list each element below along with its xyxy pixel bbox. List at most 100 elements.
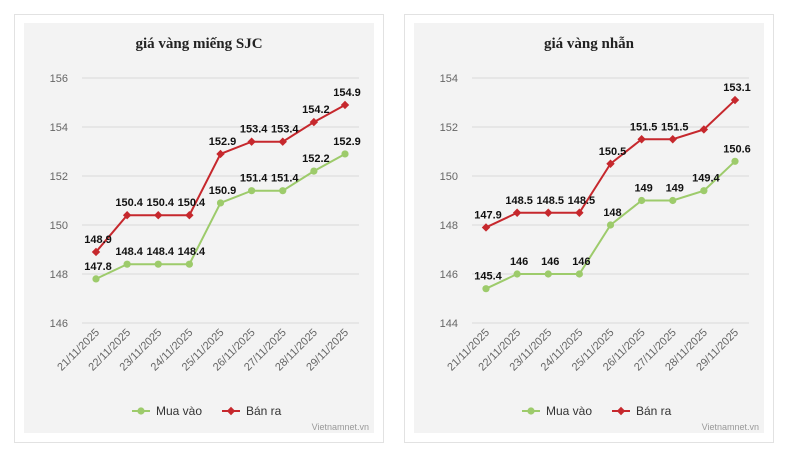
- y-tick-label: 148: [50, 269, 68, 281]
- data-point: [91, 247, 101, 257]
- data-point: [278, 137, 287, 146]
- y-tick-label: 150: [440, 171, 458, 183]
- data-point: [154, 211, 163, 220]
- data-label: 149: [666, 183, 684, 195]
- legend-label: Mua vào: [156, 404, 202, 418]
- data-label: 148: [603, 207, 621, 219]
- data-point: [730, 95, 740, 105]
- data-label: 148.4: [178, 246, 206, 258]
- data-point: [513, 270, 521, 278]
- data-label: 148.5: [536, 195, 564, 207]
- y-tick-label: 144: [440, 318, 458, 330]
- y-tick-label: 152: [50, 171, 68, 183]
- legend-label: Mua vào: [546, 404, 592, 418]
- data-label: 150.9: [209, 185, 237, 197]
- data-point: [575, 208, 584, 217]
- data-point: [668, 135, 677, 144]
- data-label: 148.5: [505, 195, 533, 207]
- data-point: [122, 211, 132, 220]
- data-label: 146: [541, 256, 559, 268]
- series-line: [95, 153, 346, 280]
- data-point: [248, 187, 256, 195]
- data-point: [185, 211, 194, 220]
- data-point: [216, 149, 225, 159]
- data-point: [279, 187, 287, 195]
- data-point: [310, 167, 318, 175]
- legend-marker: [137, 407, 145, 415]
- data-label: 148.4: [115, 246, 143, 258]
- data-point: [154, 260, 162, 268]
- data-label: 147.9: [474, 209, 502, 221]
- data-label: 150.4: [178, 197, 206, 209]
- data-point: [309, 117, 319, 127]
- chart-title: giá vàng miếng SJC: [135, 36, 262, 52]
- data-label: 146: [572, 256, 590, 268]
- data-point: [637, 135, 646, 144]
- data-label: 151.4: [240, 173, 268, 185]
- legend-marker: [226, 406, 236, 416]
- y-tick-label: 154: [440, 73, 458, 85]
- data-label: 153.4: [240, 124, 268, 136]
- data-label: 151.5: [630, 121, 658, 133]
- data-point: [731, 157, 739, 165]
- chart-title: giá vàng nhẫn: [544, 36, 635, 52]
- data-label: 146: [510, 256, 528, 268]
- data-label: 152.9: [209, 136, 237, 148]
- data-point: [185, 260, 193, 268]
- data-point: [575, 270, 583, 278]
- chart-ring-gold: giá vàng nhẫn14414614815015215421/11/202…: [440, 36, 759, 432]
- data-point: [482, 285, 490, 293]
- data-label: 150.4: [146, 197, 174, 209]
- data-label: 149.4: [692, 173, 720, 185]
- chart-sjc: giá vàng miếng SJC14614815015215415621/1…: [50, 36, 369, 432]
- credit-text: Vietnamnet.vn: [702, 422, 759, 432]
- data-point: [700, 187, 708, 195]
- data-label: 154.2: [302, 104, 330, 116]
- chart-panel-ring: giá vàng nhẫn 144 146 148 150 152 154 21/11/202…: [404, 14, 774, 443]
- y-tick-label: 146: [50, 318, 68, 330]
- data-point: [544, 270, 552, 278]
- legend-marker: [616, 406, 626, 416]
- legend-marker: [527, 407, 535, 415]
- data-label: 148.5: [568, 195, 596, 207]
- data-point: [544, 208, 553, 217]
- data-point: [247, 137, 256, 146]
- chart-plot-area: giá vàng nhẫn 144 146 148 150 152 154 21/11/202…: [414, 23, 764, 433]
- chart-panel-sjc: giá vàng miếng SJC 146 148 150 152 154 156 21/1…: [14, 14, 384, 443]
- data-label: 150.5: [599, 146, 627, 158]
- credit-text: Vietnamnet.vn: [312, 422, 369, 432]
- y-tick-label: 150: [50, 220, 68, 232]
- data-label: 151.5: [661, 121, 689, 133]
- y-tick-label: 154: [50, 122, 68, 134]
- data-label: 152.9: [333, 136, 361, 148]
- data-point: [638, 196, 646, 205]
- y-tick-label: 146: [440, 269, 458, 281]
- data-point: [123, 260, 131, 268]
- data-point: [340, 100, 350, 110]
- data-point: [699, 125, 709, 134]
- data-label: 150.6: [723, 143, 751, 155]
- data-point: [341, 150, 349, 158]
- legend-label: Bán ra: [246, 404, 282, 418]
- data-label: 154.9: [333, 87, 361, 99]
- data-label: 150.4: [115, 197, 143, 209]
- data-point: [606, 221, 615, 229]
- data-point: [669, 196, 677, 205]
- data-label: 148.9: [84, 234, 112, 246]
- data-point: [216, 199, 225, 207]
- data-point: [512, 208, 522, 217]
- data-label: 149: [634, 183, 652, 195]
- data-label: 148.4: [146, 246, 174, 258]
- y-tick-label: 148: [440, 220, 458, 232]
- data-label: 151.4: [271, 173, 299, 185]
- legend-label: Bán ra: [636, 404, 672, 418]
- data-point: [481, 223, 491, 232]
- data-label: 145.4: [474, 271, 502, 283]
- data-label: 147.8: [84, 261, 112, 273]
- data-point: [606, 159, 615, 168]
- chart-plot-area: giá vàng miếng SJC 146 148 150 152 154 156 21/1…: [24, 23, 374, 433]
- data-label: 153.4: [271, 124, 299, 136]
- y-tick-label: 152: [440, 122, 458, 134]
- data-label: 153.1: [723, 82, 751, 94]
- y-tick-label: 156: [50, 73, 68, 85]
